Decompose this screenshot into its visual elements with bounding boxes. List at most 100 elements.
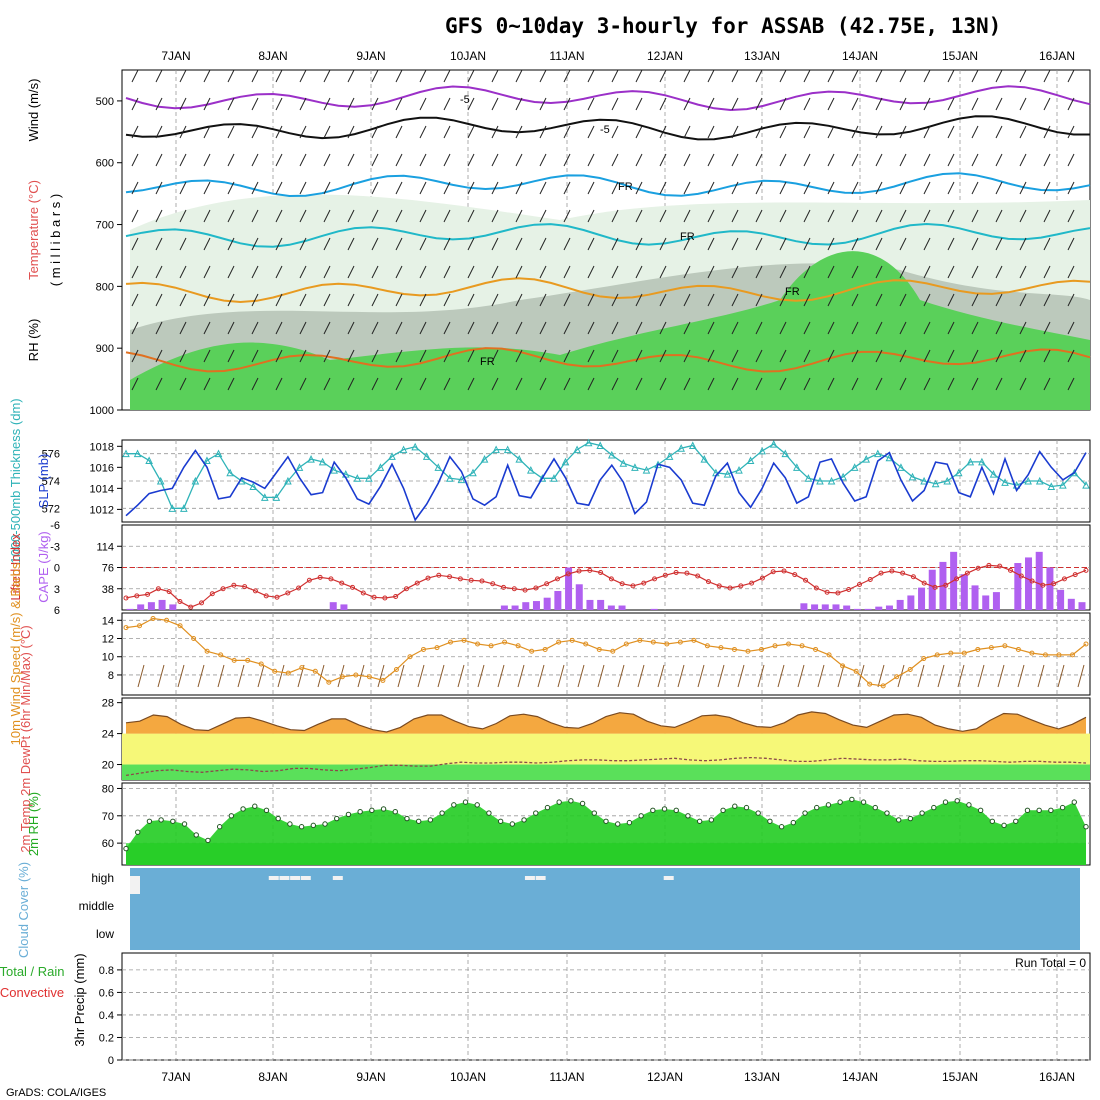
wind-barb <box>971 293 979 307</box>
wind-barb <box>779 97 787 111</box>
rh-point <box>732 803 738 809</box>
wind-barb <box>923 237 931 251</box>
wind-barb <box>875 237 883 251</box>
rh-point <box>989 818 996 824</box>
lifted-index-point <box>199 600 205 606</box>
wind-barb <box>995 153 1003 167</box>
wind-barb <box>803 293 811 307</box>
lifted-index-point <box>716 583 722 589</box>
wind-barb <box>419 69 427 83</box>
wind-barb <box>155 237 163 251</box>
wind-speed-point <box>921 656 927 662</box>
wind-barb <box>995 69 1003 83</box>
lifted-index-point <box>1072 572 1078 578</box>
thickness-point <box>249 482 258 490</box>
wind-barb <box>707 69 715 83</box>
wind-barb <box>227 349 235 363</box>
cloud-high-bar <box>332 876 343 880</box>
wind-speed-point <box>272 668 278 674</box>
thickness-point <box>758 446 766 455</box>
rh-point <box>1048 807 1054 814</box>
day-label-bottom: 12JAN <box>647 1070 683 1084</box>
wind-barb <box>563 349 571 363</box>
wind-barb <box>971 265 979 279</box>
wind-barb <box>131 97 139 111</box>
wind-barb <box>947 321 955 335</box>
wind-barb <box>635 377 643 391</box>
wind-barb <box>731 153 739 167</box>
lifted-index-point <box>177 599 183 604</box>
wind-barb <box>587 181 595 195</box>
thickness-point <box>503 445 512 454</box>
slp-line <box>125 449 1087 522</box>
wind-barb <box>155 377 163 391</box>
wind-barb <box>803 209 811 223</box>
cape-bar <box>329 602 337 610</box>
rh-point <box>907 815 914 822</box>
wind-barb <box>371 97 379 111</box>
lifted-index-point <box>350 584 356 590</box>
wind-barb <box>539 209 547 223</box>
wind-barb <box>467 377 475 391</box>
wind-barb <box>179 321 187 335</box>
lifted-index-point <box>209 591 215 597</box>
wind-barb <box>515 209 523 223</box>
wind-barb <box>779 265 787 279</box>
wind-barb-10m <box>1037 664 1045 688</box>
day-label-bottom: 9JAN <box>356 1070 385 1084</box>
wind-barb <box>395 377 403 391</box>
wind-barb <box>707 97 715 111</box>
y-tick-label: 1018 <box>90 441 114 453</box>
thickness-point <box>226 468 234 477</box>
wind-barb-10m <box>397 664 405 688</box>
wind-barb <box>1043 209 1051 223</box>
wind-speed-point <box>1015 646 1021 652</box>
lifted-index-point <box>134 593 140 599</box>
rh-point <box>825 802 832 808</box>
rh-point <box>509 821 516 827</box>
wind-barb <box>395 69 403 83</box>
wind-barb <box>275 153 283 167</box>
thickness-point <box>191 476 200 485</box>
wind-barb <box>923 181 931 195</box>
rh-point <box>568 798 574 804</box>
wind-barb <box>947 209 955 223</box>
wind-barb <box>1019 209 1027 223</box>
thickness-point <box>318 457 327 466</box>
wind-barb <box>131 321 139 335</box>
wind-barb <box>491 209 499 223</box>
wind-barb <box>947 69 955 83</box>
lifted-index-point <box>339 580 345 586</box>
cape-bar <box>137 604 145 610</box>
lifted-index-point <box>231 582 237 588</box>
wind-barb <box>611 321 619 335</box>
cloud-high-bar <box>268 876 279 880</box>
wind-barb <box>1067 265 1075 279</box>
wind-barb <box>683 377 691 391</box>
wind-barb <box>995 125 1003 139</box>
wind-barb-10m <box>1077 664 1085 688</box>
lifted-index-point <box>630 583 636 589</box>
wind-barb <box>827 321 835 335</box>
rh-point <box>205 837 211 844</box>
rh-point <box>135 829 141 835</box>
wind-barb <box>995 209 1003 223</box>
wind-barb <box>227 153 235 167</box>
wind-barb <box>491 69 499 83</box>
rh-point <box>298 824 305 830</box>
wind-barb <box>923 377 931 391</box>
thickness-point <box>284 476 292 485</box>
thickness-point <box>573 445 581 454</box>
wind-barb <box>587 69 595 83</box>
wind-barb <box>371 181 379 195</box>
wind-barb <box>491 153 499 167</box>
contour-label: -5 <box>460 94 470 106</box>
wind-barb <box>251 237 259 251</box>
wind-barb <box>707 293 715 307</box>
wind-barb-10m <box>217 664 225 688</box>
thickness-point <box>388 452 396 460</box>
thickness-point <box>619 459 628 467</box>
wind-barb <box>563 153 571 167</box>
wind-barb <box>995 349 1003 363</box>
